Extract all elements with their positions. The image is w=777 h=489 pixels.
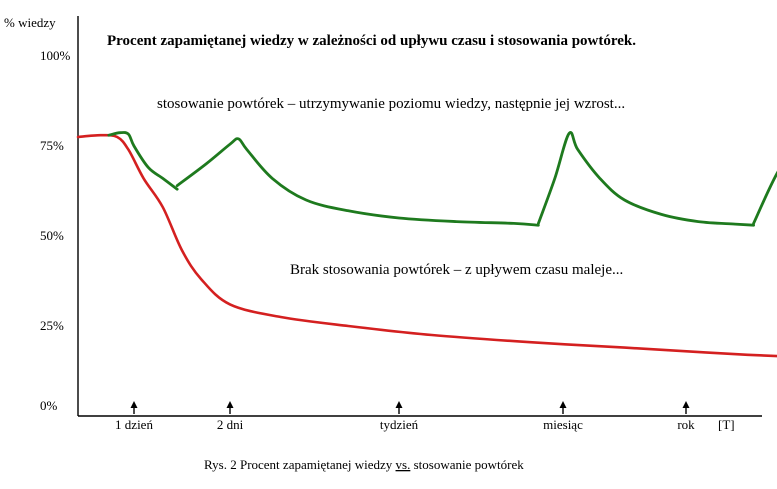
y-axis-label: % wiedzy [4, 15, 56, 30]
x-tick-label: miesiąc [543, 417, 583, 432]
caption-vs: vs. [396, 457, 411, 472]
y-tick-label: 0% [40, 398, 58, 413]
series-line-brak-powtorek [76, 133, 777, 358]
caption-prefix: Rys. 2 Procent zapamiętanej wiedzy [204, 457, 393, 472]
x-tick-arrow [559, 401, 567, 408]
x-tick-arrow [130, 401, 138, 408]
x-tick-arrow [395, 401, 403, 408]
series-label-powtorki: stosowanie powtórek – utrzymywanie pozio… [157, 96, 625, 112]
x-tick-label: 2 dni [217, 417, 244, 432]
series-line-powtorki-segment [107, 131, 179, 191]
series-label-brak: Brak stosowania powtórek – z upływem cza… [290, 262, 623, 278]
x-axis-unit: [T] [718, 417, 735, 432]
y-tick-label: 75% [40, 138, 64, 153]
y-tick-label: 50% [40, 228, 64, 243]
x-tick-label: 1 dzień [115, 417, 153, 432]
x-tick-label: rok [677, 417, 695, 432]
series-line-powtorki-segment [752, 170, 777, 225]
figure-caption: Rys. 2 Procent zapamiętanej wiedzy vs. s… [204, 457, 524, 472]
series-line-powtorki-segment [537, 131, 755, 227]
series-line-powtorki-segment [175, 137, 540, 227]
x-tick-arrow [226, 401, 234, 408]
caption-suffix: stosowanie powtórek [414, 457, 525, 472]
x-tick-arrow [682, 401, 690, 408]
x-tick-label: tydzień [380, 417, 419, 432]
y-tick-label: 25% [40, 318, 64, 333]
y-tick-label: 100% [40, 48, 71, 63]
chart-title: Procent zapamiętanej wiedzy w zależności… [107, 33, 636, 49]
